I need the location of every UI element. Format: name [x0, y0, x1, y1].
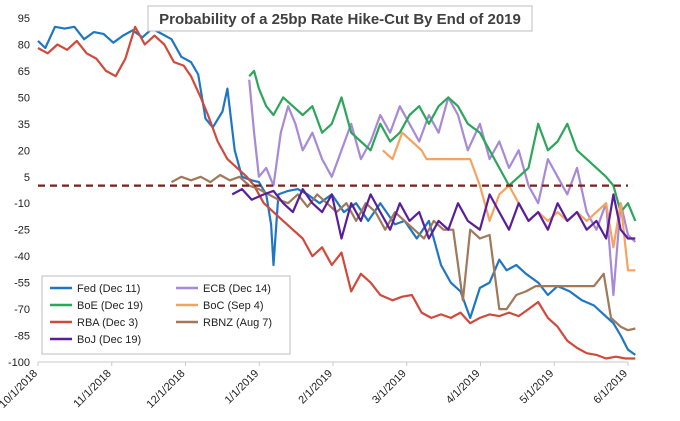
series-line-ecb [248, 79, 637, 297]
y-tick-label: 80 [18, 39, 30, 51]
chart-title-box [147, 5, 533, 32]
y-tick-label: 20 [18, 145, 30, 157]
y-tick-label: 65 [18, 66, 30, 78]
y-tick-label: 5 [24, 172, 30, 184]
legend-label: BoJ (Dec 19) [77, 334, 141, 346]
chart-title: Probability of a 25bp Rate Hike-Cut By E… [159, 11, 521, 28]
legend-label: Fed (Dec 11) [77, 283, 140, 295]
y-tick-label: -10 [14, 198, 30, 210]
legend-label: RBA (Dec 3) [77, 317, 138, 329]
y-tick-label: -40 [14, 251, 30, 263]
series-line-rba [37, 25, 636, 360]
y-tick-label: -25 [14, 225, 30, 237]
legend-label: ECB (Dec 14) [203, 283, 271, 295]
y-tick-label: -70 [14, 304, 30, 316]
series-line-boj [231, 188, 636, 240]
y-tick-label: 35 [18, 119, 30, 131]
series-line-rbnz [170, 173, 636, 332]
y-tick-label: 95 [18, 13, 30, 25]
y-tick-label: 50 [18, 92, 30, 104]
legend-box [41, 275, 291, 355]
legend: Fed (Dec 11) ECB (Dec 14) BoE (Dec 19) BoC … [41, 275, 291, 355]
legend-label: BoE (Dec 19) [77, 300, 143, 312]
y-tick-label: -100 [8, 357, 30, 369]
legend-label: RBNZ (Aug 7) [203, 317, 272, 329]
legend-label: BoC (Sep 4) [203, 300, 264, 312]
series-line-boc [382, 131, 636, 272]
y-tick-label: -55 [14, 278, 30, 290]
chart-title-group: Probability of a 25bp Rate Hike-Cut By E… [147, 5, 533, 32]
series-line-boe [248, 69, 637, 222]
series-layer [37, 25, 637, 360]
y-tick-label: -85 [14, 331, 30, 343]
